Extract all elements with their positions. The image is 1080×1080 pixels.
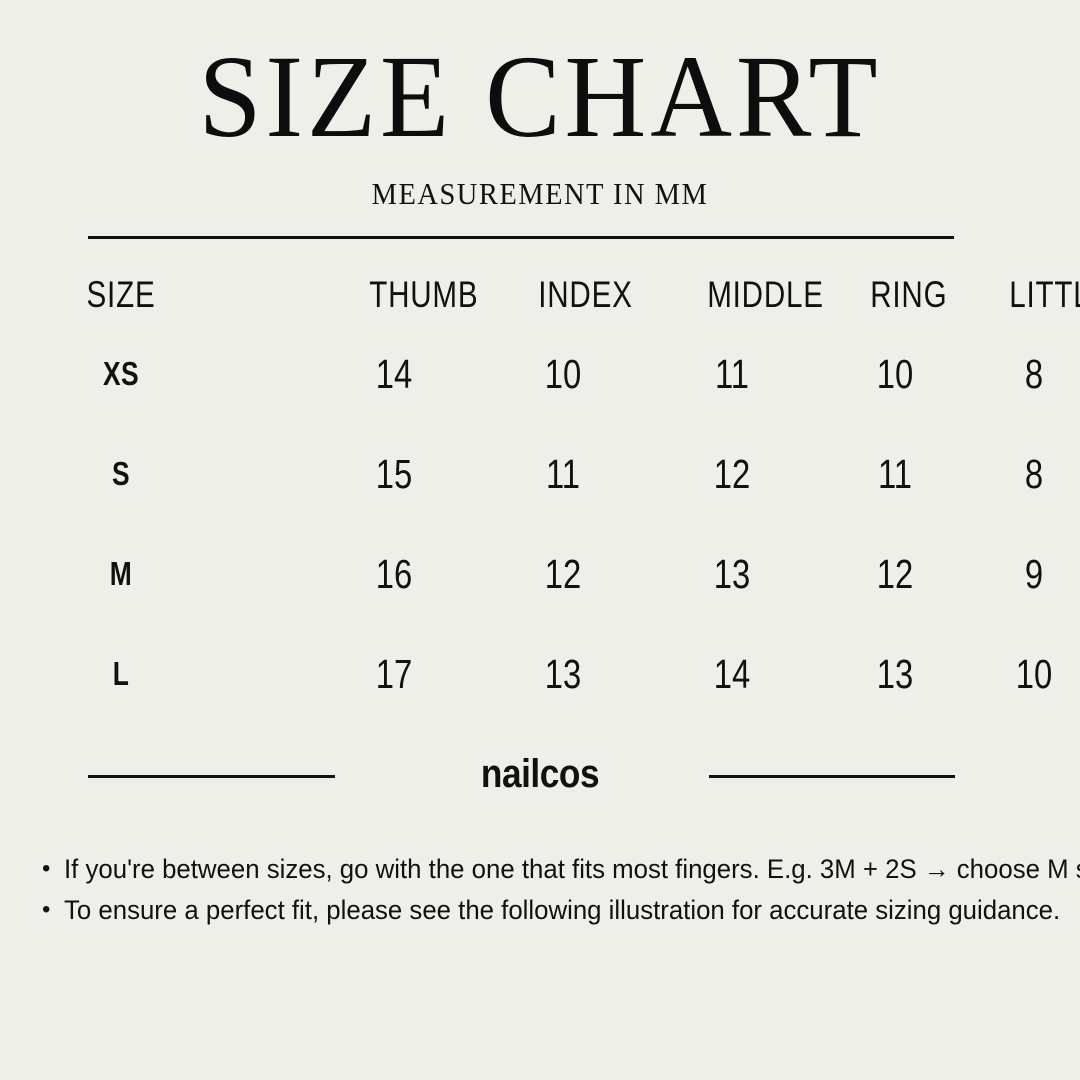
brand-logo: nailcos <box>480 752 600 796</box>
page-title: SIZE CHART <box>198 31 882 162</box>
cell-middle: 13 <box>713 550 751 597</box>
row-size-label: S <box>111 455 130 492</box>
bullet-icon: • <box>42 855 51 882</box>
brand-divider-left <box>88 775 335 778</box>
note-text: To ensure a perfect fit, please see the … <box>64 895 1061 925</box>
cell-index: 12 <box>544 550 582 597</box>
column-header-thumb: THUMB <box>369 274 479 315</box>
table-header-row: SIZE THUMB INDEX MIDDLE RING LITTLE <box>0 266 1080 324</box>
list-item: • To ensure a perfect fit, please see th… <box>42 891 1060 929</box>
cell-middle: 14 <box>713 650 751 697</box>
bullet-icon: • <box>42 896 51 923</box>
cell-index: 11 <box>545 450 581 497</box>
size-table: SIZE THUMB INDEX MIDDLE RING LITTLE XS 1… <box>0 266 1080 724</box>
note-text: If you're between sizes, go with the one… <box>64 854 1080 884</box>
table-row: L 17 13 14 13 10 <box>0 624 1080 724</box>
cell-ring: 13 <box>876 650 914 697</box>
table-row: S 15 11 12 11 8 <box>0 424 1080 524</box>
row-size-label: XS <box>102 355 140 392</box>
cell-thumb: 17 <box>375 650 413 697</box>
cell-index: 13 <box>544 650 582 697</box>
cell-thumb: 14 <box>375 350 413 397</box>
list-item: • If you're between sizes, go with the o… <box>42 850 1080 888</box>
cell-thumb: 15 <box>375 450 413 497</box>
cell-thumb: 16 <box>375 550 413 597</box>
cell-ring: 12 <box>876 550 914 597</box>
cell-ring: 10 <box>876 350 914 397</box>
column-header-index: INDEX <box>538 274 633 315</box>
cell-little: 10 <box>1015 650 1053 697</box>
footer-notes: • If you're between sizes, go with the o… <box>42 850 1080 932</box>
column-header-little: LITTLE <box>1009 274 1080 315</box>
cell-middle: 12 <box>713 450 751 497</box>
page-subtitle: MEASUREMENT IN MM <box>371 176 709 211</box>
brand-divider-right <box>709 775 955 778</box>
cell-ring: 11 <box>877 450 913 497</box>
cell-middle: 11 <box>714 350 750 397</box>
table-row: M 16 12 13 12 9 <box>0 524 1080 624</box>
row-size-label: L <box>112 655 130 692</box>
column-header-middle: MIDDLE <box>707 274 824 315</box>
header-divider <box>88 236 954 239</box>
table-row: XS 14 10 11 10 8 <box>0 324 1080 424</box>
cell-index: 10 <box>544 350 582 397</box>
cell-little: 9 <box>1024 550 1044 597</box>
cell-little: 8 <box>1024 450 1044 497</box>
row-size-label: M <box>109 555 133 592</box>
column-header-size: SIZE <box>86 274 156 315</box>
cell-little: 8 <box>1024 350 1044 397</box>
column-header-ring: RING <box>870 274 948 315</box>
